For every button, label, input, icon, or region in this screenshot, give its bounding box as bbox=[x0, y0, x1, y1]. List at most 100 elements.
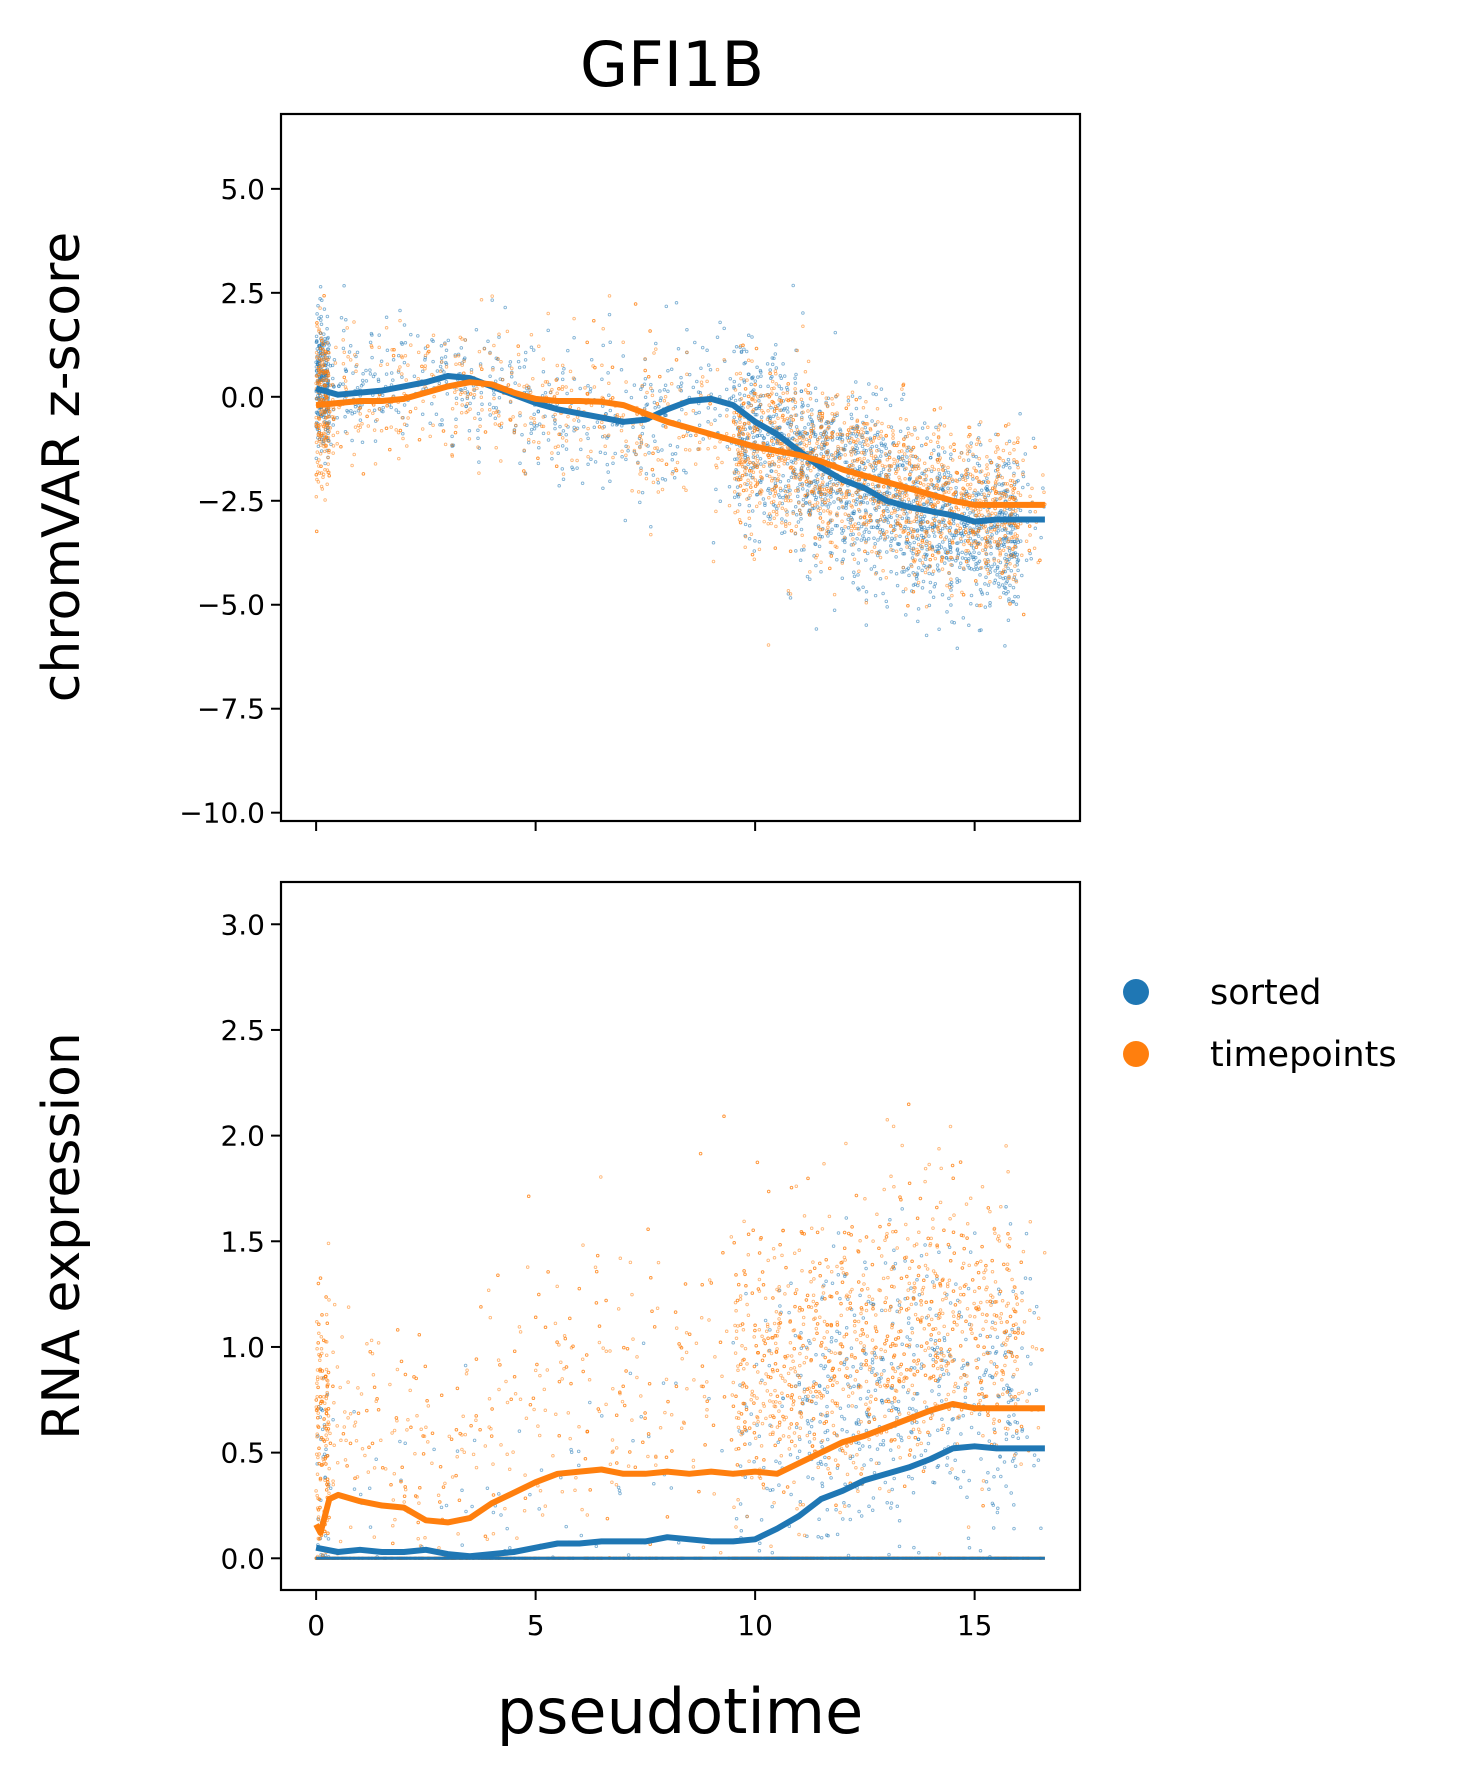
scatter-point-timepoints bbox=[757, 547, 762, 552]
scatter-point-sorted bbox=[572, 335, 576, 340]
scatter-point-timepoints bbox=[601, 326, 605, 331]
scatter-point-timepoints bbox=[388, 447, 392, 452]
scatter-point-timepoints bbox=[909, 454, 913, 458]
scatter-point-timepoints bbox=[943, 537, 947, 541]
scatter-point-sorted bbox=[861, 534, 865, 538]
scatter-point-sorted bbox=[858, 467, 862, 471]
scatter-point-sorted bbox=[476, 428, 480, 433]
scatter-point-timepoints bbox=[795, 439, 799, 443]
scatter-point-timepoints bbox=[989, 523, 993, 527]
scatter-point-timepoints bbox=[910, 433, 914, 437]
scatter-point-sorted bbox=[893, 537, 897, 541]
scatter-point-sorted bbox=[955, 580, 959, 584]
scatter-point-timepoints bbox=[318, 452, 323, 456]
scatter-point-sorted bbox=[385, 348, 390, 353]
scatter-point-sorted bbox=[1009, 531, 1013, 536]
scatter-point-timepoints bbox=[906, 431, 911, 435]
scatter-point-timepoints bbox=[789, 529, 794, 533]
scatter-point-sorted bbox=[610, 423, 615, 427]
scatter-point-timepoints bbox=[992, 527, 997, 532]
scatter-point-sorted bbox=[725, 408, 729, 412]
scatter-point-timepoints bbox=[734, 462, 739, 467]
scatter-point-sorted bbox=[1009, 539, 1013, 544]
scatter-point-timepoints bbox=[965, 451, 970, 456]
scatter-point-sorted bbox=[977, 422, 981, 427]
scatter-point-sorted bbox=[920, 586, 925, 590]
scatter-point-sorted bbox=[929, 1337, 933, 1342]
scatter-point-timepoints bbox=[396, 368, 401, 372]
scatter-point-timepoints bbox=[600, 420, 604, 425]
scatter-point-sorted bbox=[976, 561, 980, 565]
scatter-point-sorted bbox=[895, 513, 899, 518]
scatter-point-sorted bbox=[476, 436, 480, 441]
scatter-point-timepoints bbox=[930, 504, 935, 509]
scatter-point-timepoints bbox=[675, 460, 680, 465]
scatter-point-sorted bbox=[971, 477, 975, 481]
scatter-point-timepoints bbox=[389, 425, 393, 429]
scatter-point-timepoints bbox=[736, 448, 740, 452]
scatter-point-sorted bbox=[951, 536, 956, 540]
scatter-point-sorted bbox=[936, 444, 941, 449]
scatter-point-sorted bbox=[561, 477, 566, 481]
scatter-point-sorted bbox=[697, 410, 701, 415]
scatter-point-timepoints bbox=[943, 523, 947, 528]
scatter-point-timepoints bbox=[1012, 458, 1016, 462]
scatter-point-timepoints bbox=[1038, 558, 1042, 563]
scatter-point-sorted bbox=[503, 305, 507, 310]
scatter-point-timepoints bbox=[522, 469, 526, 473]
scatter-point-timepoints bbox=[937, 523, 941, 528]
scatter-point-timepoints bbox=[824, 531, 829, 536]
scatter-point-timepoints bbox=[863, 465, 868, 470]
scatter-point-timepoints bbox=[791, 418, 795, 422]
scatter-point-sorted bbox=[925, 547, 929, 552]
scatter-point-sorted bbox=[1013, 594, 1017, 599]
scatter-point-timepoints bbox=[911, 445, 916, 450]
scatter-point-sorted bbox=[783, 519, 788, 524]
scatter-point-sorted bbox=[885, 550, 889, 554]
scatter-point-timepoints bbox=[408, 409, 413, 414]
scatter-point-sorted bbox=[758, 456, 763, 461]
scatter-point-timepoints bbox=[514, 423, 518, 428]
scatter-point-timepoints bbox=[983, 536, 988, 540]
scatter-point-timepoints bbox=[753, 455, 757, 460]
scatter-point-timepoints bbox=[936, 427, 941, 432]
scatter-point-timepoints bbox=[491, 367, 495, 372]
scatter-point-sorted bbox=[1039, 535, 1043, 540]
scatter-point-sorted bbox=[565, 391, 569, 396]
scatter-point-sorted bbox=[833, 330, 838, 335]
scatter-point-timepoints bbox=[492, 343, 496, 348]
scatter-point-sorted bbox=[846, 1553, 851, 1558]
scatter-point-sorted bbox=[878, 454, 883, 458]
scatter-point-sorted bbox=[558, 424, 562, 429]
scatter-point-timepoints bbox=[737, 492, 742, 496]
scatter-point-timepoints bbox=[813, 536, 817, 540]
scatter-point-timepoints bbox=[739, 376, 743, 381]
scatter-point-timepoints bbox=[774, 524, 778, 529]
scatter-point-timepoints bbox=[853, 526, 857, 531]
scatter-point-timepoints bbox=[453, 390, 457, 394]
scatter-point-timepoints bbox=[956, 507, 961, 512]
scatter-point-sorted bbox=[919, 533, 924, 538]
scatter-point-timepoints bbox=[768, 474, 772, 479]
scatter-point-timepoints bbox=[569, 388, 574, 393]
scatter-point-sorted bbox=[854, 1404, 858, 1409]
scatter-point-sorted bbox=[910, 556, 915, 560]
scatter-point-sorted bbox=[757, 539, 762, 544]
scatter-point-sorted bbox=[866, 537, 871, 541]
scatter-point-timepoints bbox=[1014, 509, 1018, 513]
scatter-point-timepoints bbox=[353, 425, 358, 429]
scatter-point-timepoints bbox=[737, 454, 741, 458]
scatter-point-timepoints bbox=[413, 406, 418, 411]
scatter-point-timepoints bbox=[940, 567, 945, 571]
scatter-point-timepoints bbox=[836, 444, 840, 449]
scatter-point-timepoints bbox=[1042, 490, 1046, 494]
scatter-point-sorted bbox=[849, 543, 854, 547]
scatter-point-sorted bbox=[933, 549, 938, 554]
scatter-point-timepoints bbox=[687, 448, 692, 452]
scatter-point-timepoints bbox=[864, 496, 868, 500]
scatter-point-sorted bbox=[541, 431, 546, 436]
scatter-point-timepoints bbox=[843, 512, 848, 516]
scatter-point-sorted bbox=[491, 366, 495, 370]
scatter-point-sorted bbox=[380, 393, 385, 398]
scatter-point-timepoints bbox=[976, 529, 981, 533]
